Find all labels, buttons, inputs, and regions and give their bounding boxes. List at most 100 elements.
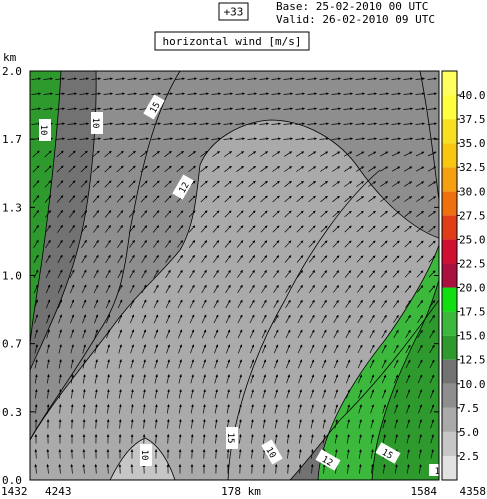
- contour-label: 10: [90, 112, 103, 134]
- wind-arrow: [117, 314, 123, 324]
- wind-arrow: [297, 359, 303, 369]
- wind-arrow: [190, 404, 194, 414]
- wind-arrow: [272, 180, 280, 188]
- chart-title: horizontal wind [m/s]: [162, 35, 301, 48]
- wind-arrow: [262, 419, 266, 429]
- wind-arrow: [106, 419, 110, 429]
- wind-arrow: [33, 284, 39, 294]
- wind-arrow: [213, 284, 219, 293]
- wind-arrow: [80, 165, 88, 173]
- wind-arrow: [345, 374, 351, 384]
- wind-arrow: [297, 344, 303, 354]
- wind-arrow: [238, 419, 242, 429]
- wind-arrow: [118, 359, 122, 369]
- wind-arrow: [153, 284, 159, 294]
- wind-arrow: [370, 389, 375, 399]
- wind-arrow: [117, 239, 123, 248]
- wind-arrow: [200, 151, 208, 157]
- wind-arrow: [67, 122, 77, 126]
- wind-arrow: [43, 107, 53, 111]
- wind-arrow: [259, 137, 269, 141]
- wind-arrow: [225, 255, 231, 263]
- wind-arrow: [285, 344, 291, 354]
- wind-arrow: [309, 344, 315, 354]
- wind-arrow: [202, 419, 206, 429]
- wind-arrow: [404, 285, 412, 293]
- wind-arrow: [67, 137, 77, 141]
- wind-arrow: [248, 166, 256, 172]
- wind-arrow: [33, 224, 39, 233]
- wind-arrow: [93, 254, 99, 263]
- colorbar-swatch: [442, 311, 457, 336]
- wind-arrow: [199, 137, 209, 141]
- wind-arrow: [177, 269, 183, 278]
- wind-arrow: [166, 374, 170, 384]
- wind-arrow: [405, 314, 411, 323]
- wind-arrow: [334, 374, 339, 384]
- wind-arrow: [283, 92, 293, 96]
- wind-arrow: [418, 404, 423, 414]
- wind-arrow: [404, 240, 412, 248]
- contour-label-text: 12: [435, 467, 446, 477]
- wind-arrow: [80, 150, 88, 158]
- wind-arrow: [103, 137, 113, 141]
- wind-arrow: [82, 389, 86, 399]
- valid-time-label: Valid: 26-02-2010 09 UTC: [276, 13, 435, 26]
- wind-arrow: [92, 210, 100, 218]
- wind-arrow: [345, 359, 351, 369]
- wind-arrow: [369, 344, 375, 354]
- wind-arrow: [235, 137, 245, 141]
- wind-arrow: [249, 284, 255, 293]
- wind-arrow: [57, 239, 63, 248]
- wind-arrow: [55, 77, 65, 81]
- wind-arrow: [250, 449, 254, 459]
- wind-arrow: [332, 195, 340, 203]
- wind-arrow: [82, 359, 86, 369]
- wind-arrow: [175, 137, 185, 141]
- wind-arrow: [261, 284, 267, 293]
- wind-arrow: [418, 464, 422, 474]
- wind-arrow: [32, 150, 40, 158]
- wind-arrow: [44, 150, 52, 158]
- wind-arrow: [201, 255, 207, 263]
- wind-arrow: [391, 137, 401, 141]
- colorbar-swatch: [442, 431, 457, 456]
- wind-arrow: [57, 254, 63, 264]
- wind-arrow: [177, 254, 183, 263]
- wind-arrow: [151, 122, 161, 126]
- wind-arrow: [212, 195, 220, 203]
- contour-label-text: 15: [380, 448, 394, 462]
- wind-arrow: [368, 210, 376, 218]
- wind-arrow: [82, 329, 87, 339]
- wind-arrow: [394, 434, 398, 444]
- wind-arrow: [393, 300, 399, 308]
- wind-arrow: [321, 314, 327, 324]
- wind-arrow: [58, 329, 62, 339]
- wind-arrow: [178, 389, 182, 399]
- wind-arrow: [295, 107, 305, 111]
- wind-arrow: [322, 464, 326, 474]
- wind-arrow: [115, 122, 125, 126]
- wind-arrow: [140, 180, 148, 188]
- wind-arrow: [393, 374, 399, 384]
- wind-arrow: [367, 122, 377, 126]
- contour-label: 12: [429, 464, 446, 477]
- wind-arrow: [271, 92, 281, 96]
- wind-arrow: [334, 449, 338, 459]
- wind-arrow: [334, 389, 339, 399]
- wind-arrow: [391, 92, 401, 96]
- wind-arrow: [346, 449, 350, 459]
- wind-arrow: [154, 344, 159, 354]
- wind-arrow: [416, 270, 424, 278]
- wind-arrow: [236, 210, 244, 218]
- wind-arrow: [368, 255, 376, 263]
- wind-arrow: [236, 195, 244, 203]
- wind-arrow: [370, 404, 375, 414]
- wind-arrow: [45, 239, 51, 248]
- wind-arrow: [34, 374, 38, 384]
- colorbar-swatch: [442, 71, 457, 96]
- wind-arrow: [392, 255, 400, 263]
- wind-arrow: [58, 464, 62, 474]
- wind-arrow: [115, 107, 125, 111]
